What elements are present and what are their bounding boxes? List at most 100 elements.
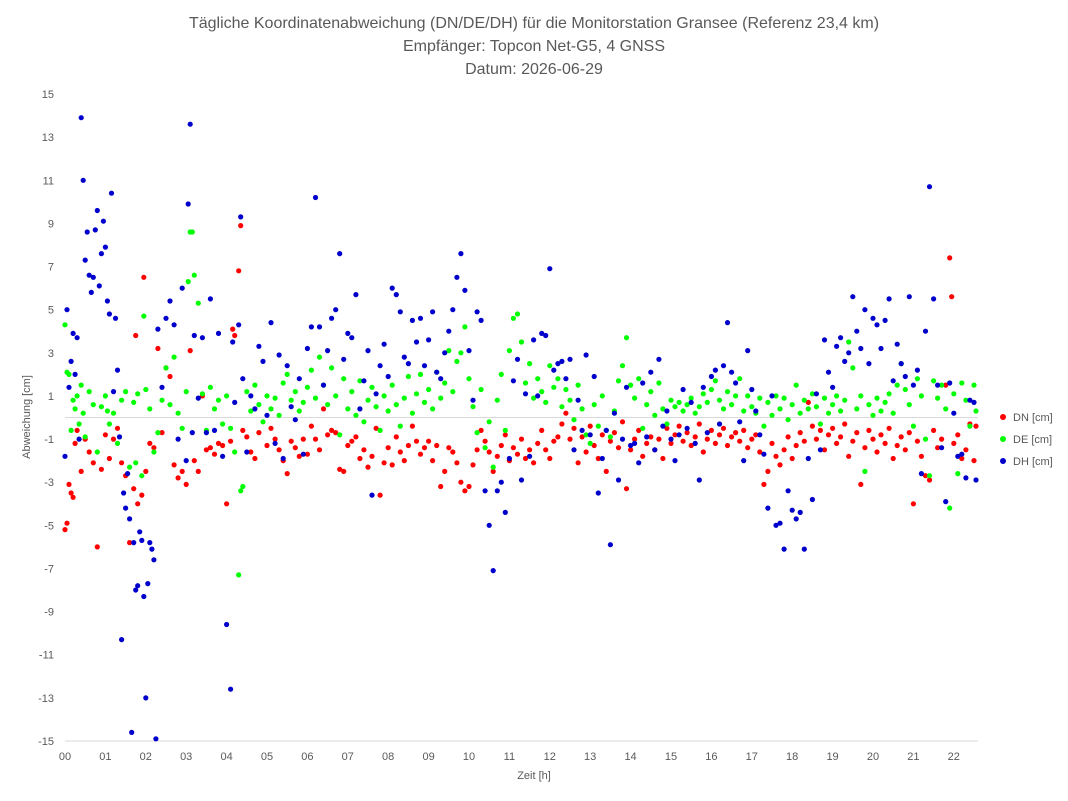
data-point bbox=[514, 451, 521, 457]
data-point bbox=[466, 376, 472, 382]
data-point bbox=[68, 490, 74, 496]
data-point bbox=[320, 406, 327, 412]
data-point bbox=[599, 432, 605, 438]
data-point bbox=[304, 451, 310, 457]
data-point bbox=[753, 408, 759, 414]
data-point bbox=[345, 406, 351, 412]
data-point bbox=[236, 268, 242, 274]
data-point bbox=[288, 438, 294, 444]
data-point bbox=[575, 460, 581, 466]
data-point bbox=[191, 272, 197, 278]
data-point bbox=[882, 440, 888, 446]
data-point bbox=[684, 402, 690, 408]
data-point bbox=[252, 455, 258, 462]
data-point bbox=[628, 442, 634, 449]
data-point bbox=[110, 410, 117, 416]
data-point bbox=[446, 445, 452, 451]
data-point bbox=[672, 458, 678, 464]
data-point bbox=[114, 425, 121, 431]
data-point bbox=[821, 337, 828, 343]
data-point bbox=[878, 432, 884, 438]
data-point bbox=[337, 251, 343, 257]
data-point bbox=[753, 432, 759, 438]
data-point bbox=[866, 361, 872, 367]
data-point bbox=[926, 477, 933, 483]
data-point bbox=[551, 384, 557, 390]
data-point bbox=[664, 425, 670, 431]
data-point bbox=[874, 449, 880, 455]
data-point bbox=[765, 505, 771, 511]
data-point bbox=[858, 345, 864, 352]
data-point bbox=[672, 404, 678, 410]
data-point bbox=[724, 389, 731, 395]
data-point bbox=[595, 423, 601, 429]
data-point bbox=[84, 229, 90, 235]
data-point bbox=[805, 406, 811, 412]
data-point bbox=[191, 332, 197, 339]
data-point bbox=[446, 328, 452, 334]
data-point bbox=[825, 432, 832, 438]
data-point bbox=[741, 427, 747, 433]
data-point bbox=[587, 423, 593, 429]
data-point bbox=[462, 488, 468, 494]
data-point bbox=[587, 440, 593, 446]
data-point bbox=[922, 328, 929, 334]
data-point bbox=[470, 397, 476, 403]
data-point bbox=[207, 384, 213, 390]
x-tick-label: 12 bbox=[544, 751, 556, 763]
data-point bbox=[834, 440, 840, 446]
data-point bbox=[64, 307, 70, 313]
data-point bbox=[894, 442, 900, 449]
data-point bbox=[830, 402, 836, 408]
data-point bbox=[514, 311, 521, 317]
data-point bbox=[357, 378, 363, 384]
y-tick-label: -11 bbox=[39, 650, 54, 662]
data-point bbox=[454, 358, 460, 364]
data-point bbox=[316, 324, 323, 330]
data-point bbox=[82, 434, 88, 440]
data-point bbox=[793, 382, 799, 388]
data-point bbox=[510, 445, 516, 451]
data-point bbox=[159, 397, 165, 403]
data-point bbox=[133, 332, 139, 339]
y-tick-label: 9 bbox=[48, 218, 54, 230]
data-point bbox=[264, 393, 270, 399]
data-point bbox=[76, 436, 82, 442]
data-point bbox=[296, 376, 302, 382]
data-point bbox=[276, 412, 282, 418]
data-point bbox=[353, 412, 359, 418]
data-point bbox=[478, 386, 484, 393]
data-point bbox=[777, 520, 783, 526]
data-point bbox=[688, 395, 694, 401]
data-point bbox=[644, 440, 650, 446]
data-point bbox=[947, 380, 953, 386]
data-point bbox=[143, 386, 149, 393]
data-point bbox=[696, 404, 702, 410]
data-point bbox=[66, 481, 72, 487]
data-point bbox=[704, 436, 710, 442]
data-point bbox=[470, 404, 476, 410]
y-tick-label: 13 bbox=[42, 132, 54, 144]
data-point bbox=[215, 330, 222, 336]
data-point bbox=[858, 393, 864, 399]
data-point bbox=[830, 425, 836, 431]
data-point bbox=[280, 380, 286, 386]
x-tick-label: 01 bbox=[99, 751, 111, 763]
data-point bbox=[316, 354, 323, 360]
data-point bbox=[66, 371, 72, 377]
data-point bbox=[224, 501, 230, 507]
data-point bbox=[688, 442, 694, 449]
data-point bbox=[179, 425, 185, 431]
data-point bbox=[123, 505, 129, 511]
data-point bbox=[615, 477, 622, 483]
data-point bbox=[785, 417, 791, 423]
data-point bbox=[973, 477, 979, 483]
data-point bbox=[801, 397, 807, 403]
data-point bbox=[737, 419, 743, 425]
data-point bbox=[636, 376, 642, 382]
data-point bbox=[551, 438, 557, 444]
data-point bbox=[660, 455, 666, 462]
data-point bbox=[680, 386, 686, 393]
data-point bbox=[591, 373, 597, 380]
data-point bbox=[361, 447, 367, 453]
